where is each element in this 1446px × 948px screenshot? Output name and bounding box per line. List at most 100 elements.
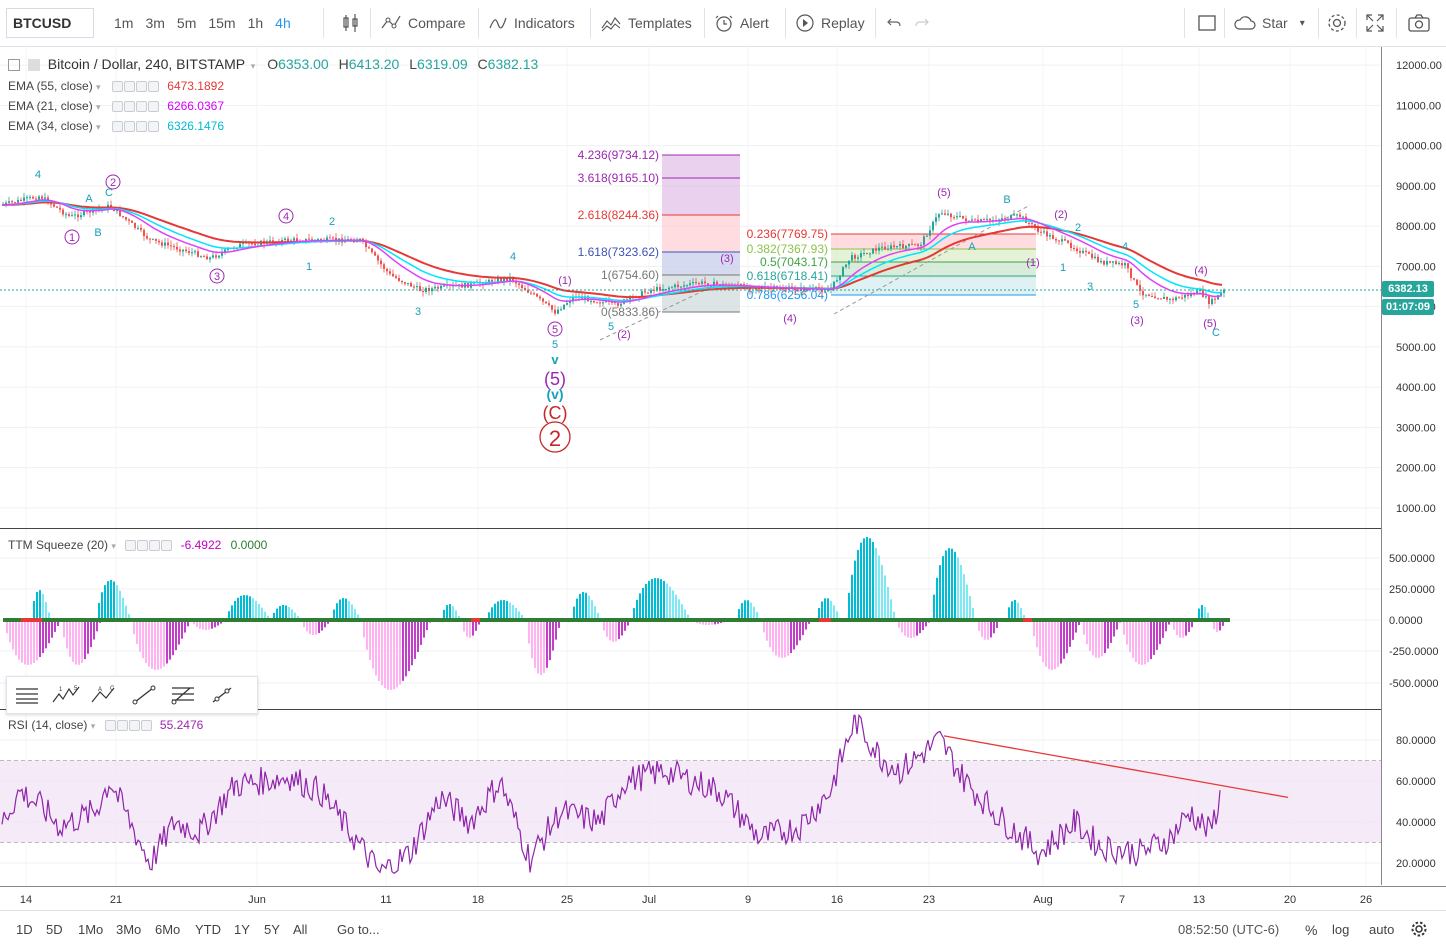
plus-icon[interactable] [135,81,147,93]
gear-icon[interactable] [123,101,135,113]
range-5y[interactable]: 5Y [264,922,280,937]
chevron-down-icon[interactable]: ▾ [96,122,101,132]
fullscreen-button[interactable] [1366,0,1384,46]
squeeze-dot [897,618,900,622]
gear-icon[interactable] [116,720,128,732]
interval-15m[interactable]: 15m [208,15,236,31]
candle-body [947,213,949,215]
chevron-down-icon[interactable]: ▾ [250,61,256,71]
interval-5m[interactable]: 5m [176,15,197,31]
interval-1m[interactable]: 1m [114,15,134,31]
close-icon[interactable] [161,540,173,552]
eye-icon[interactable] [104,720,116,732]
chevron-down-icon[interactable]: ▾ [111,541,116,551]
gear-icon[interactable] [123,121,135,133]
ema34-legend[interactable]: EMA (34, close) ▾ 6326.1476 [8,119,224,133]
auto-toggle[interactable]: auto [1369,922,1395,937]
log-toggle[interactable]: log [1332,922,1350,937]
range-1d[interactable]: 1D [16,922,33,937]
wave-label: B [94,227,101,239]
templates-button[interactable]: Templates [600,0,692,46]
range-3mo[interactable]: 3Mo [116,922,142,937]
replay-button[interactable]: Replay [795,0,865,46]
candle-body [602,302,604,304]
candle-body [137,227,139,229]
range-5d[interactable]: 5D [46,922,63,937]
squeeze-legend[interactable]: TTM Squeeze (20) ▾ -6.4922 0.0000 [8,538,267,552]
chart-canvas[interactable]: 14 21 Jun 11 18 25 Jul 9 16 23 Aug 7 13 20 26 4.236(97… [0,47,1446,947]
ray-button[interactable] [202,684,241,706]
undo-button[interactable] [886,0,902,46]
indicators-button[interactable]: Indicators [488,0,575,46]
candle-body [1061,239,1063,242]
interval-3m[interactable]: 3m [145,15,165,31]
eye-icon[interactable] [111,81,123,93]
pane-divider[interactable] [0,528,1446,529]
squeeze-bar [639,593,641,620]
clock[interactable]: 08:52:50 (UTC-6) [1178,922,1280,937]
wave-label: (1) [558,275,571,287]
goto-button[interactable]: Go to... [337,922,380,937]
chevron-down-icon[interactable]: ▾ [96,102,101,112]
pane-divider[interactable] [0,709,1446,710]
plus-icon[interactable] [128,720,140,732]
chevron-down-icon[interactable]: ▾ [90,721,96,731]
close-icon[interactable] [147,121,159,133]
close-icon[interactable] [147,101,159,113]
eye-icon[interactable] [125,540,137,552]
interval-1h[interactable]: 1h [247,15,264,31]
squeeze-dot [702,618,705,622]
range-1mo[interactable]: 1Mo [78,922,104,937]
squeeze-bar [81,620,83,663]
range-6mo[interactable]: 6Mo [155,922,181,937]
time-tick-label: Jul [642,894,656,906]
pause-icon[interactable] [149,540,161,552]
range-ytd[interactable]: YTD [195,922,221,937]
plus-icon[interactable] [135,121,147,133]
squeeze-bar [582,592,584,620]
redo-button[interactable] [914,0,930,46]
squeeze-dot [930,618,933,622]
squeeze-dot [429,618,432,622]
squeeze-bar [1159,620,1161,645]
ema21-legend[interactable]: EMA (21, close) ▾ 6266.0367 [8,99,224,113]
rsi-legend[interactable]: RSI (14, close) ▾ 55.2476 [8,718,203,732]
squeeze-bar [687,614,689,620]
squeeze-bar [916,620,918,636]
squeeze-dot [108,618,111,622]
gear-icon[interactable] [123,81,135,93]
snapshot-button[interactable] [1408,0,1430,46]
alert-button[interactable]: Alert [714,0,769,46]
draw-lines-button[interactable] [7,685,46,705]
fib-retracement-button[interactable] [163,684,202,706]
plus-icon[interactable] [135,101,147,113]
close-icon[interactable] [140,720,152,732]
compare-button[interactable]: Compare [380,0,466,46]
ema55-legend[interactable]: EMA (55, close) ▾ 6473.1892 [8,79,224,93]
chevron-down-icon[interactable]: ▾ [96,82,101,92]
eye-icon[interactable] [111,121,123,133]
collapse-icon[interactable] [8,59,20,72]
settings-button[interactable] [1326,0,1348,46]
interval-4h[interactable]: 4h [275,15,291,31]
close-icon[interactable] [147,81,159,93]
trend-line-button[interactable] [124,684,163,706]
squeeze-dot [1224,618,1227,622]
candles-button[interactable] [340,0,362,46]
eye-icon[interactable] [111,101,123,113]
price-axis[interactable]: 12000.00 11000.00 10000.00 9000.00 8000.00 70… [1381,47,1446,885]
star-button[interactable]: Star ▾ [1234,0,1305,46]
squeeze-bar [211,620,213,629]
squeeze-bar [1219,620,1221,631]
symbol-search[interactable]: BTCUSD [6,8,94,38]
layout-button[interactable] [1198,0,1216,46]
range-1y[interactable]: 1Y [234,922,250,937]
squeeze-bar [30,620,32,665]
gear-icon[interactable] [137,540,149,552]
squeeze-bar [910,620,912,638]
settings-icon[interactable] [1410,920,1428,938]
range-all[interactable]: All [293,922,308,937]
percent-toggle[interactable]: % [1305,922,1318,938]
